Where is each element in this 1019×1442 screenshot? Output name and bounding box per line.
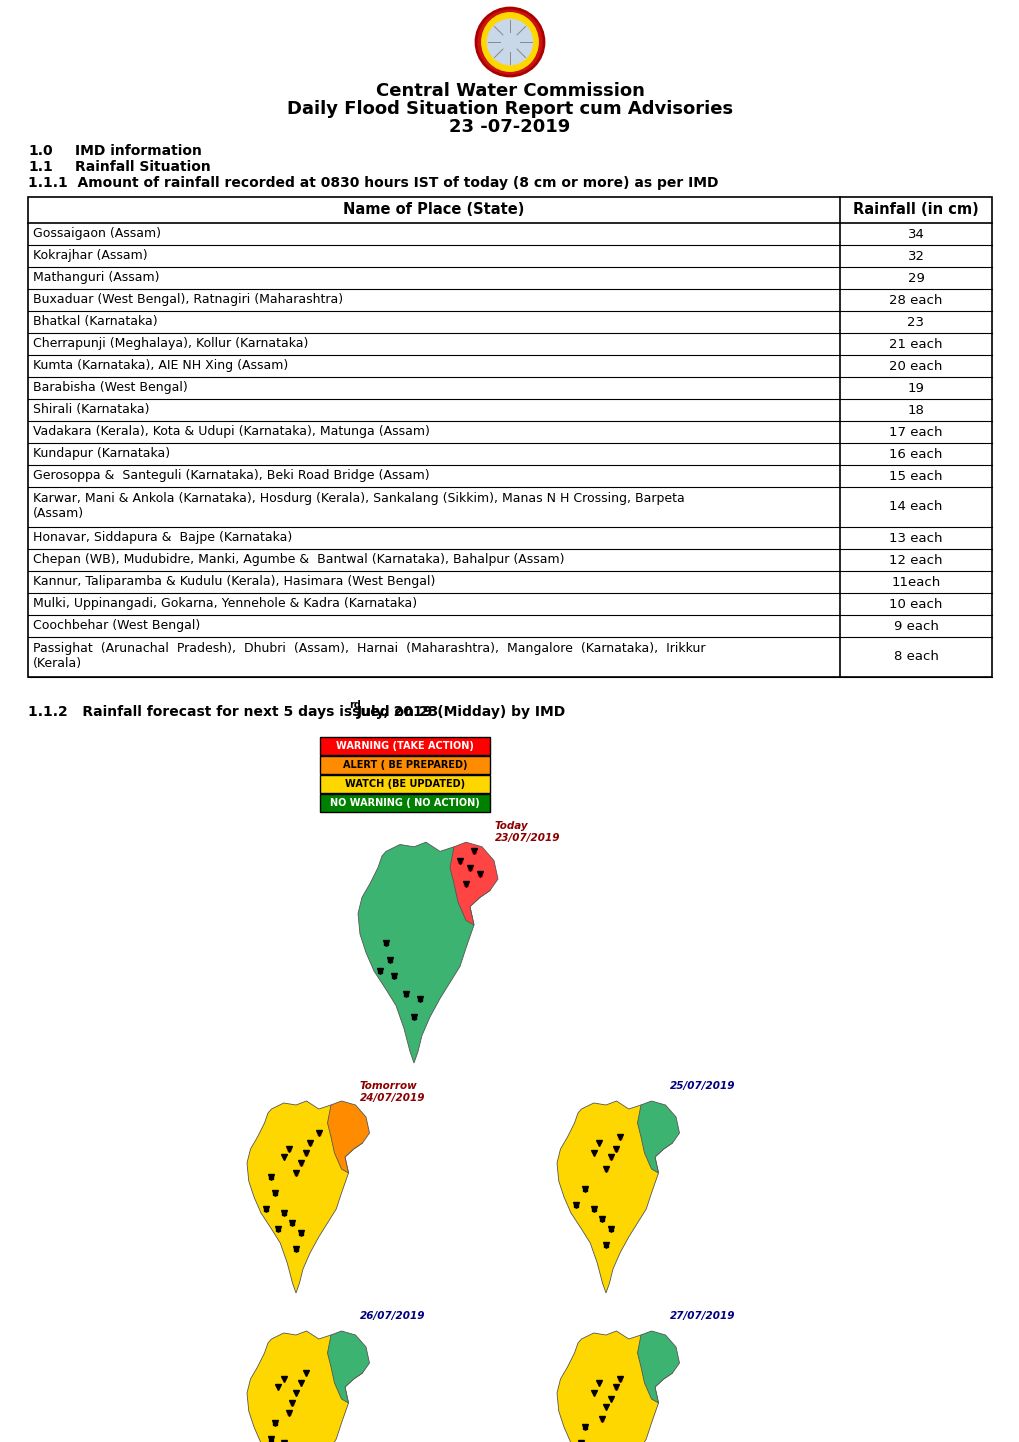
Bar: [28, 198, 991, 676]
Text: 19: 19: [907, 382, 923, 395]
Text: Honavar, Siddapura &  Bajpe (Karnataka): Honavar, Siddapura & Bajpe (Karnataka): [33, 532, 292, 545]
Text: 24/07/2019: 24/07/2019: [360, 1093, 425, 1103]
Ellipse shape: [476, 9, 543, 76]
Text: Buxaduar (West Bengal), Ratnagiri (Maharashtra): Buxaduar (West Bengal), Ratnagiri (Mahar…: [33, 294, 342, 307]
Text: 23 -07-2019: 23 -07-2019: [449, 118, 570, 136]
Ellipse shape: [480, 12, 539, 74]
Text: 10 each: 10 each: [889, 597, 942, 610]
Text: Gerosoppa &  Santeguli (Karnataka), Beki Road Bridge (Assam): Gerosoppa & Santeguli (Karnataka), Beki …: [33, 470, 429, 483]
Text: 32: 32: [907, 249, 923, 262]
Text: 12 each: 12 each: [889, 554, 942, 567]
Text: WARNING (TAKE ACTION): WARNING (TAKE ACTION): [335, 741, 474, 751]
Text: 21 each: 21 each: [889, 337, 942, 350]
Text: Rainfall Situation: Rainfall Situation: [75, 160, 211, 174]
Text: 27/07/2019: 27/07/2019: [669, 1311, 735, 1321]
Text: Kundapur (Karnataka): Kundapur (Karnataka): [33, 447, 170, 460]
Text: 13 each: 13 each: [889, 532, 942, 545]
Text: 11each: 11each: [891, 575, 940, 588]
Polygon shape: [247, 1331, 362, 1442]
Text: Vadakara (Kerala), Kota & Udupi (Karnataka), Matunga (Assam): Vadakara (Kerala), Kota & Udupi (Karnata…: [33, 425, 429, 438]
Text: 17 each: 17 each: [889, 425, 942, 438]
Text: 9 each: 9 each: [893, 620, 937, 633]
Text: Mulki, Uppinangadi, Gokarna, Yennehole & Kadra (Karnataka): Mulki, Uppinangadi, Gokarna, Yennehole &…: [33, 597, 417, 610]
Text: Gossaigaon (Assam): Gossaigaon (Assam): [33, 228, 161, 241]
Text: Passighat  (Arunachal  Pradesh),  Dhubri  (Assam),  Harnai  (Maharashtra),  Mang: Passighat (Arunachal Pradesh), Dhubri (A…: [33, 642, 705, 671]
Bar: [320, 795, 489, 812]
Polygon shape: [556, 1102, 672, 1293]
Text: Barabisha (West Bengal): Barabisha (West Bengal): [33, 382, 187, 395]
Polygon shape: [327, 1331, 369, 1403]
Text: NO WARNING ( NO ACTION): NO WARNING ( NO ACTION): [330, 797, 479, 808]
Text: 14 each: 14 each: [889, 500, 942, 513]
Text: 23/07/2019: 23/07/2019: [494, 833, 560, 844]
Text: Coochbehar (West Bengal): Coochbehar (West Bengal): [33, 620, 200, 633]
Text: Karwar, Mani & Ankola (Karnataka), Hosdurg (Kerala), Sankalang (Sikkim), Manas N: Karwar, Mani & Ankola (Karnataka), Hosdu…: [33, 492, 684, 521]
Text: Kannur, Taliparamba & Kudulu (Kerala), Hasimara (West Bengal): Kannur, Taliparamba & Kudulu (Kerala), H…: [33, 575, 435, 588]
Text: Mathanguri (Assam): Mathanguri (Assam): [33, 271, 159, 284]
Polygon shape: [327, 1102, 369, 1172]
Bar: [320, 737, 489, 756]
Text: Cherrapunji (Meghalaya), Kollur (Karnataka): Cherrapunji (Meghalaya), Kollur (Karnata…: [33, 337, 308, 350]
Text: 20 each: 20 each: [889, 359, 942, 372]
Text: 8 each: 8 each: [893, 650, 937, 663]
Polygon shape: [637, 1331, 679, 1403]
Text: rd: rd: [348, 699, 361, 709]
Text: ALERT ( BE PREPARED): ALERT ( BE PREPARED): [342, 760, 467, 770]
Text: 1.1: 1.1: [28, 160, 53, 174]
Polygon shape: [637, 1102, 679, 1172]
Text: 15 each: 15 each: [889, 470, 942, 483]
Text: Kumta (Karnataka), AIE NH Xing (Assam): Kumta (Karnataka), AIE NH Xing (Assam): [33, 359, 288, 372]
Text: Name of Place (State): Name of Place (State): [343, 202, 524, 218]
Text: Shirali (Karnataka): Shirali (Karnataka): [33, 404, 150, 417]
Bar: [320, 774, 489, 793]
Text: 34: 34: [907, 228, 923, 241]
Text: Rainfall (in cm): Rainfall (in cm): [852, 202, 978, 218]
Polygon shape: [247, 1102, 362, 1293]
Text: 23: 23: [907, 316, 923, 329]
Text: Bhatkal (Karnataka): Bhatkal (Karnataka): [33, 316, 158, 329]
Text: 16 each: 16 each: [889, 447, 942, 460]
Text: 1.0: 1.0: [28, 144, 53, 159]
Text: 1.1.2   Rainfall forecast for next 5 days issued on 23: 1.1.2 Rainfall forecast for next 5 days …: [28, 705, 438, 720]
Text: Today: Today: [494, 820, 528, 831]
Text: Chepan (WB), Mudubidre, Manki, Agumbe &  Bantwal (Karnataka), Bahalpur (Assam): Chepan (WB), Mudubidre, Manki, Agumbe & …: [33, 554, 564, 567]
Text: Daily Flood Situation Report cum Advisories: Daily Flood Situation Report cum Advisor…: [286, 99, 733, 118]
Polygon shape: [358, 842, 489, 1063]
Text: 18: 18: [907, 404, 923, 417]
Text: Kokrajhar (Assam): Kokrajhar (Assam): [33, 249, 148, 262]
Text: 25/07/2019: 25/07/2019: [669, 1082, 735, 1092]
Text: 1.1.1  Amount of rainfall recorded at 0830 hours IST of today (8 cm or more) as : 1.1.1 Amount of rainfall recorded at 083…: [28, 176, 717, 190]
Bar: [320, 756, 489, 774]
Ellipse shape: [485, 17, 534, 66]
Text: 29: 29: [907, 271, 923, 284]
Text: Tomorrow: Tomorrow: [360, 1082, 418, 1092]
Polygon shape: [556, 1331, 672, 1442]
Text: Central Water Commission: Central Water Commission: [375, 82, 644, 99]
Polygon shape: [449, 842, 497, 924]
Text: IMD information: IMD information: [75, 144, 202, 159]
Text: July, 2019 (Midday) by IMD: July, 2019 (Midday) by IMD: [357, 705, 566, 720]
Text: 26/07/2019: 26/07/2019: [360, 1311, 425, 1321]
Text: 28 each: 28 each: [889, 294, 942, 307]
Text: WATCH (BE UPDATED): WATCH (BE UPDATED): [344, 779, 465, 789]
